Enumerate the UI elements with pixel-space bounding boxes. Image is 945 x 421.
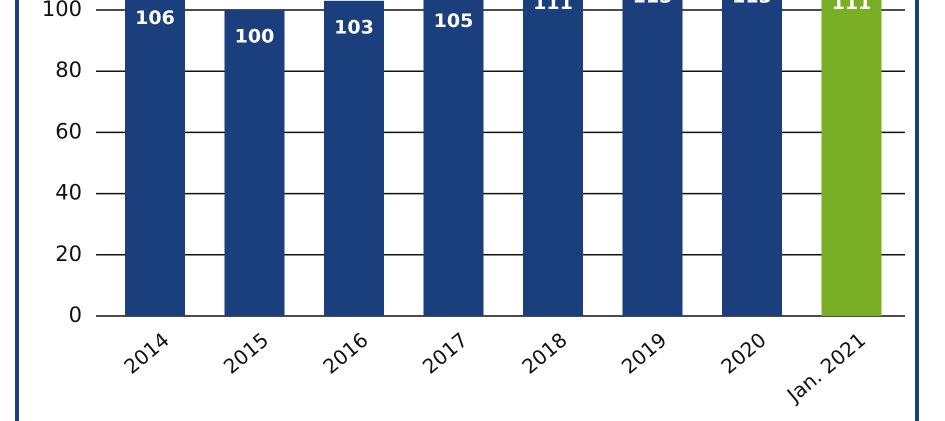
- bar: [423, 0, 484, 316]
- bar: [821, 0, 882, 317]
- bar: [324, 0, 384, 316]
- y-tick-label: 80: [55, 58, 82, 82]
- bar: [622, 0, 683, 316]
- bar: [722, 0, 782, 316]
- y-tick-label: 40: [55, 181, 82, 205]
- value-label: 113: [633, 0, 673, 8]
- frame-left: [15, 0, 19, 421]
- y-tick-label: 100: [42, 0, 82, 21]
- bar: [125, 0, 185, 316]
- y-tick-label: 0: [69, 303, 82, 327]
- bar: [224, 10, 285, 316]
- value-label: 111: [832, 0, 872, 14]
- bar: [523, 0, 583, 317]
- value-label: 105: [434, 10, 474, 32]
- value-label: 106: [135, 7, 175, 29]
- value-label: 113: [732, 0, 772, 8]
- y-tick-label: 20: [55, 242, 82, 266]
- y-tick-label: 60: [55, 119, 82, 143]
- value-label: 103: [334, 16, 374, 38]
- frame-right: [915, 0, 919, 421]
- value-label: 100: [235, 26, 275, 48]
- value-label: 111: [533, 0, 573, 14]
